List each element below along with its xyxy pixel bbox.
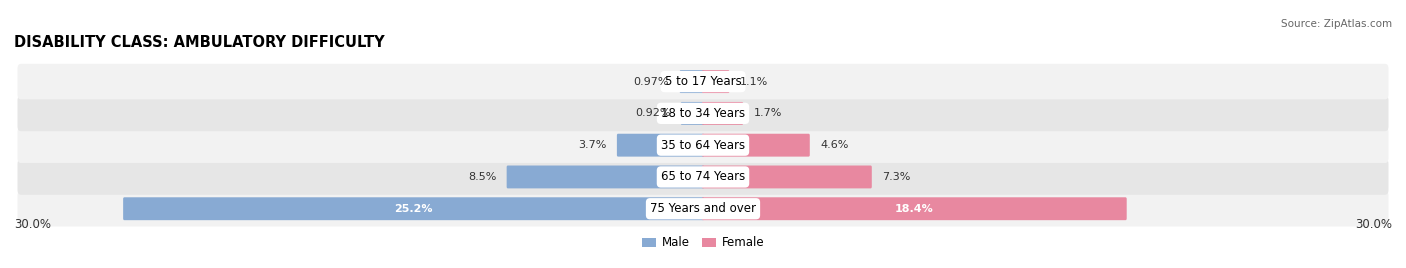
Text: 7.3%: 7.3% [882, 172, 911, 182]
FancyBboxPatch shape [17, 64, 1389, 99]
Text: 75 Years and over: 75 Years and over [650, 202, 756, 215]
Text: 30.0%: 30.0% [14, 218, 51, 231]
Text: 4.6%: 4.6% [820, 140, 848, 150]
FancyBboxPatch shape [17, 159, 1389, 195]
Legend: Male, Female: Male, Female [637, 232, 769, 254]
FancyBboxPatch shape [702, 102, 744, 125]
Text: 25.2%: 25.2% [395, 204, 433, 214]
FancyBboxPatch shape [617, 134, 704, 157]
FancyBboxPatch shape [702, 134, 810, 157]
FancyBboxPatch shape [679, 70, 704, 93]
Text: 8.5%: 8.5% [468, 172, 496, 182]
Text: 35 to 64 Years: 35 to 64 Years [661, 139, 745, 152]
FancyBboxPatch shape [702, 70, 730, 93]
FancyBboxPatch shape [681, 102, 704, 125]
Text: Source: ZipAtlas.com: Source: ZipAtlas.com [1281, 19, 1392, 29]
FancyBboxPatch shape [506, 166, 704, 188]
Text: 0.92%: 0.92% [636, 108, 671, 118]
FancyBboxPatch shape [17, 127, 1389, 163]
FancyBboxPatch shape [702, 197, 1126, 220]
Text: 5 to 17 Years: 5 to 17 Years [665, 75, 741, 88]
FancyBboxPatch shape [702, 166, 872, 188]
FancyBboxPatch shape [17, 191, 1389, 226]
Text: 65 to 74 Years: 65 to 74 Years [661, 170, 745, 184]
FancyBboxPatch shape [17, 96, 1389, 131]
Text: 30.0%: 30.0% [1355, 218, 1392, 231]
Text: 18 to 34 Years: 18 to 34 Years [661, 107, 745, 120]
Text: 18.4%: 18.4% [894, 204, 934, 214]
Text: 1.1%: 1.1% [740, 77, 768, 87]
FancyBboxPatch shape [124, 197, 704, 220]
Text: 3.7%: 3.7% [578, 140, 606, 150]
Text: 1.7%: 1.7% [754, 108, 782, 118]
Text: DISABILITY CLASS: AMBULATORY DIFFICULTY: DISABILITY CLASS: AMBULATORY DIFFICULTY [14, 35, 385, 50]
Text: 0.97%: 0.97% [634, 77, 669, 87]
